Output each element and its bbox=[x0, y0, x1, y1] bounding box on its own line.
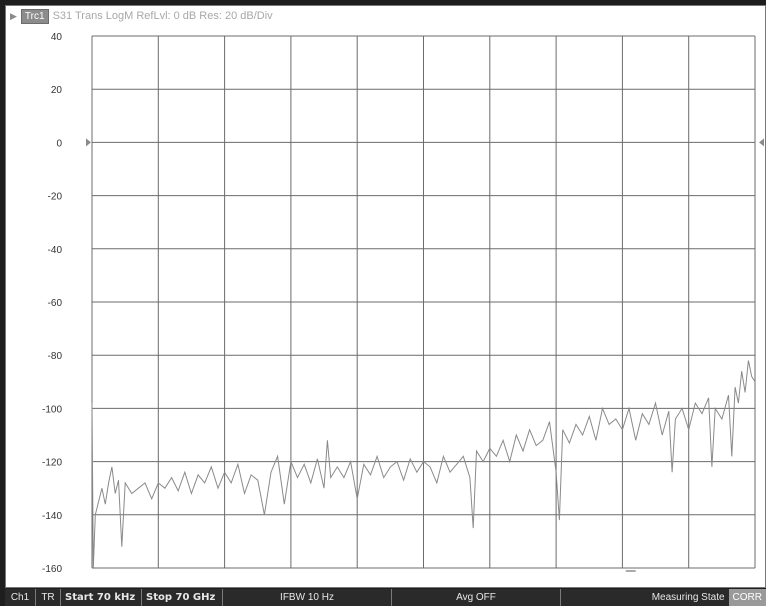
reference-marker-left-icon bbox=[86, 138, 91, 147]
reference-marker-right-icon bbox=[759, 138, 764, 147]
trace-description: S31 Trans LogM RefLvl: 0 dB Res: 20 dB/D… bbox=[52, 10, 273, 22]
y-tick-label: 0 bbox=[56, 138, 62, 149]
start-frequency[interactable]: Start 70 kHz bbox=[61, 589, 142, 606]
trace-mode-label[interactable]: TR bbox=[36, 589, 61, 606]
y-tick-label: -20 bbox=[48, 192, 63, 203]
trace-line bbox=[91, 360, 756, 569]
y-tick-label: -60 bbox=[48, 298, 63, 309]
trace-selector-arrow-icon[interactable]: ▶ bbox=[10, 10, 17, 21]
y-tick-label: -140 bbox=[42, 511, 62, 522]
y-tick-label: -120 bbox=[42, 458, 62, 469]
y-tick-label: 20 bbox=[51, 85, 63, 96]
trace-header[interactable]: ▶ Trc1 S31 Trans LogM RefLvl: 0 dB Res: … bbox=[10, 8, 273, 24]
analyzer-window: ▶ Trc1 S31 Trans LogM RefLvl: 0 dB Res: … bbox=[5, 5, 766, 588]
correction-badge: CORR bbox=[728, 589, 766, 606]
y-tick-label: -160 bbox=[42, 564, 62, 575]
ifbw-setting[interactable]: IFBW 10 Hz bbox=[223, 589, 392, 606]
measuring-state: Measuring State bbox=[651, 592, 725, 603]
channel-label[interactable]: Ch1 bbox=[5, 589, 36, 606]
trace-tag[interactable]: Trc1 bbox=[20, 8, 49, 24]
average-setting[interactable]: Avg OFF bbox=[392, 589, 561, 606]
y-tick-label: 40 bbox=[51, 32, 63, 43]
y-tick-label: -40 bbox=[48, 245, 63, 256]
status-bar: Ch1 TR Start 70 kHz Stop 70 GHz IFBW 10 … bbox=[5, 589, 766, 606]
y-tick-label: -100 bbox=[42, 404, 62, 415]
stop-frequency[interactable]: Stop 70 GHz bbox=[142, 589, 223, 606]
plot-area[interactable]: 40 20 0 -20 -40 -60 -80 -100 -120 -140 -160 bbox=[6, 6, 765, 587]
y-tick-label: -80 bbox=[48, 351, 63, 362]
